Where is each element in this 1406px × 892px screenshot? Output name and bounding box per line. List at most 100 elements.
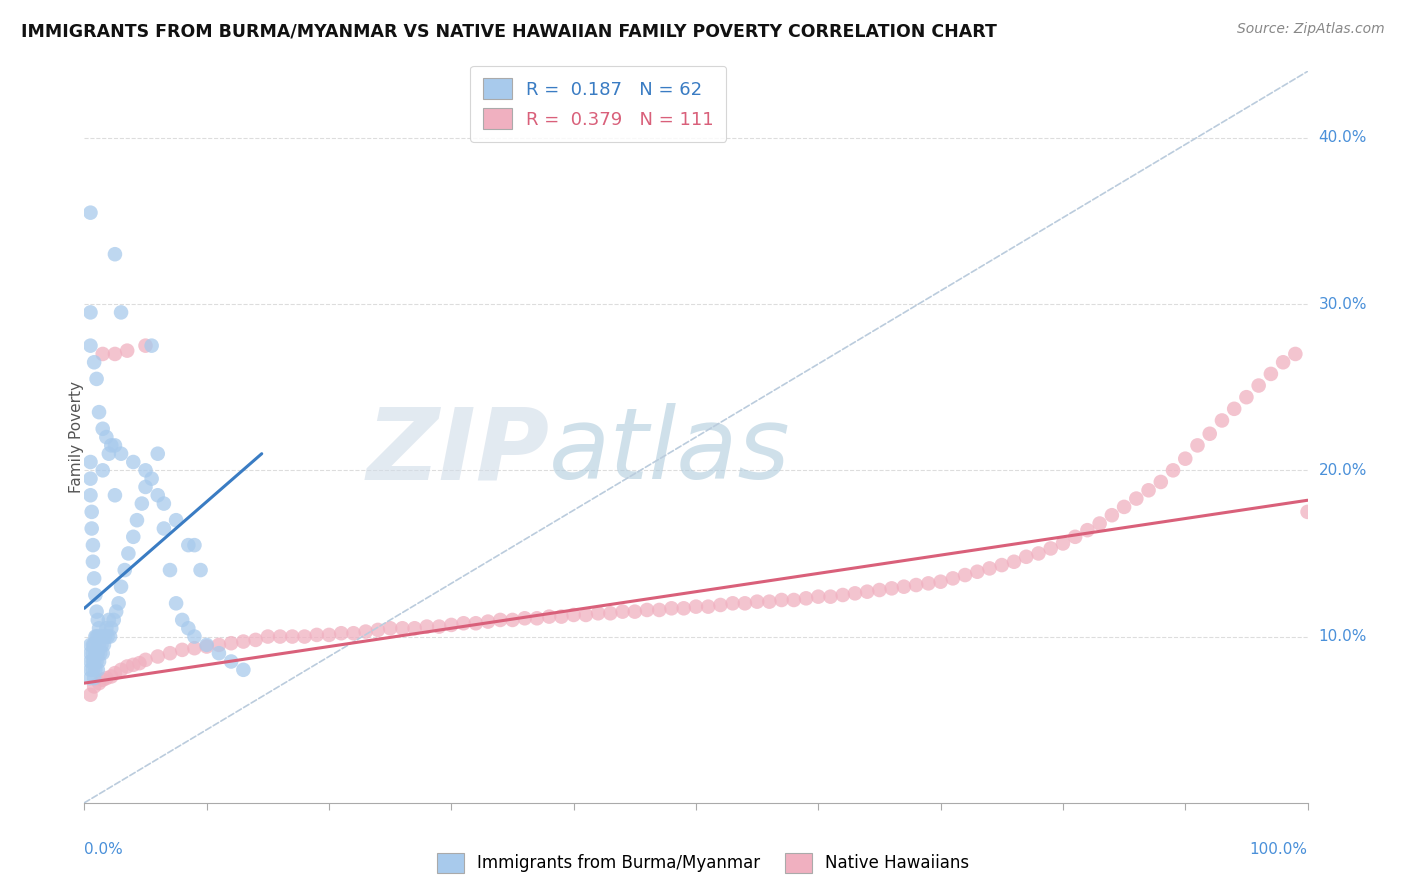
Point	[404, 621, 426, 635]
Point	[783, 593, 806, 607]
Legend: Immigrants from Burma/Myanmar, Native Hawaiians: Immigrants from Burma/Myanmar, Native Ha…	[430, 847, 976, 880]
Point	[1161, 463, 1184, 477]
Point	[165, 513, 187, 527]
Point	[97, 630, 120, 644]
Point	[489, 613, 512, 627]
Point	[104, 347, 127, 361]
Point	[177, 621, 200, 635]
Point	[135, 463, 157, 477]
Point	[1223, 401, 1246, 416]
Point	[672, 601, 695, 615]
Point	[1137, 483, 1160, 498]
Point	[770, 593, 793, 607]
Point	[1150, 475, 1173, 489]
Point	[79, 688, 101, 702]
Point	[89, 646, 111, 660]
Point	[79, 655, 101, 669]
Point	[1114, 500, 1136, 514]
Point	[104, 666, 127, 681]
Point	[86, 646, 108, 660]
Point	[87, 621, 110, 635]
Point	[87, 646, 110, 660]
Point	[86, 605, 108, 619]
Point	[269, 630, 291, 644]
Point	[110, 447, 132, 461]
Point	[79, 671, 101, 685]
Point	[105, 605, 128, 619]
Point	[87, 638, 110, 652]
Text: ZIP: ZIP	[366, 403, 550, 500]
Point	[661, 601, 683, 615]
Point	[550, 609, 572, 624]
Point	[122, 530, 145, 544]
Point	[100, 621, 122, 635]
Point	[880, 582, 903, 596]
Point	[82, 663, 104, 677]
Point	[391, 621, 413, 635]
Point	[82, 655, 104, 669]
Point	[87, 655, 110, 669]
Text: 0.0%: 0.0%	[84, 842, 124, 856]
Text: 40.0%: 40.0%	[1319, 130, 1367, 145]
Point	[1284, 347, 1306, 361]
Text: 10.0%: 10.0%	[1319, 629, 1367, 644]
Point	[1052, 536, 1074, 550]
Point	[794, 591, 817, 606]
Point	[104, 488, 127, 502]
Point	[599, 607, 621, 621]
Point	[257, 630, 280, 644]
Point	[208, 646, 231, 660]
Point	[91, 673, 114, 687]
Text: 100.0%: 100.0%	[1250, 842, 1308, 856]
Point	[135, 338, 157, 352]
Point	[83, 355, 105, 369]
Point	[380, 621, 402, 635]
Point	[100, 669, 122, 683]
Point	[427, 619, 450, 633]
Point	[82, 555, 104, 569]
Point	[86, 630, 108, 644]
Point	[94, 630, 117, 644]
Point	[953, 568, 976, 582]
Point	[79, 472, 101, 486]
Point	[367, 623, 389, 637]
Point	[79, 455, 101, 469]
Point	[305, 628, 328, 642]
Point	[91, 646, 114, 660]
Point	[758, 594, 780, 608]
Point	[87, 613, 110, 627]
Point	[905, 578, 928, 592]
Point	[107, 596, 129, 610]
Point	[86, 655, 108, 669]
Point	[96, 671, 118, 685]
Point	[624, 605, 647, 619]
Point	[84, 646, 107, 660]
Point	[122, 657, 145, 672]
Point	[869, 582, 891, 597]
Point	[416, 619, 439, 633]
Point	[79, 638, 101, 652]
Point	[1247, 378, 1270, 392]
Point	[807, 590, 830, 604]
Y-axis label: Family Poverty: Family Poverty	[69, 381, 83, 493]
Point	[83, 655, 105, 669]
Point	[172, 643, 194, 657]
Point	[79, 305, 101, 319]
Point	[208, 638, 231, 652]
Point	[93, 638, 115, 652]
Point	[80, 521, 103, 535]
Point	[747, 594, 769, 608]
Point	[159, 646, 181, 660]
Point	[1064, 530, 1087, 544]
Point	[330, 626, 353, 640]
Point	[84, 588, 107, 602]
Point	[100, 438, 122, 452]
Point	[91, 347, 114, 361]
Point	[146, 649, 169, 664]
Point	[115, 343, 138, 358]
Point	[159, 563, 181, 577]
Point	[91, 630, 114, 644]
Point	[1174, 451, 1197, 466]
Point	[464, 616, 486, 631]
Point	[562, 607, 585, 622]
